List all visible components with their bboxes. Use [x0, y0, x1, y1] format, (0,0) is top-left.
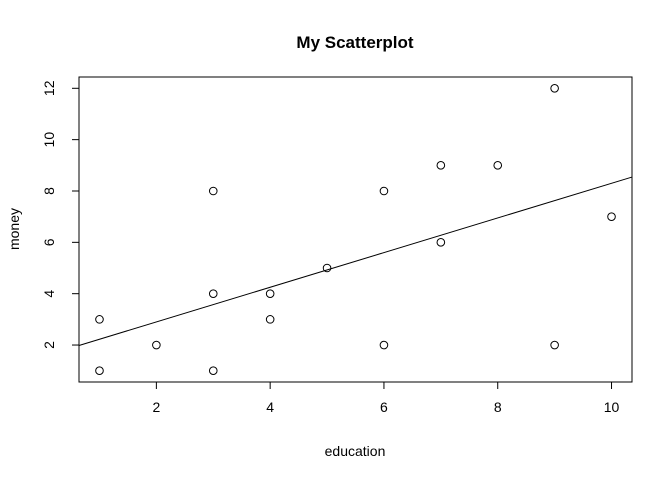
y-axis: 2 4 6 8 10 12 — [41, 80, 80, 349]
data-point — [265, 315, 275, 324]
y-tick-label: 8 — [41, 187, 57, 195]
data-points — [95, 83, 616, 376]
data-point — [550, 83, 559, 93]
y-tick-label: 4 — [41, 290, 57, 298]
y-axis-label: money — [6, 208, 22, 250]
x-tick-label: 8 — [494, 399, 502, 415]
data-point — [208, 289, 218, 298]
x-axis: 2 4 6 8 10 — [152, 381, 620, 415]
data-point — [436, 238, 446, 247]
data-point — [607, 212, 616, 221]
data-point — [322, 263, 332, 273]
y-tick-label: 12 — [41, 80, 57, 96]
x-axis-label: education — [325, 443, 386, 459]
data-point — [152, 340, 161, 350]
x-tick-label: 6 — [380, 399, 388, 415]
x-tick-label: 10 — [604, 399, 620, 415]
y-tick-label: 6 — [41, 238, 57, 246]
data-point — [379, 340, 389, 350]
regression-line — [78, 176, 633, 346]
data-point — [208, 366, 218, 376]
data-point — [436, 161, 446, 170]
data-point — [265, 289, 275, 298]
x-tick-label: 2 — [152, 399, 160, 415]
data-point — [95, 315, 104, 324]
plot-frame — [78, 76, 633, 383]
trendline-layer — [78, 176, 633, 346]
data-point — [493, 161, 503, 170]
data-point — [208, 186, 218, 196]
y-tick-label: 2 — [41, 341, 57, 349]
chart-title: My Scatterplot — [296, 33, 413, 52]
y-tick-label: 10 — [41, 132, 57, 148]
x-tick-label: 4 — [266, 399, 274, 415]
data-point — [550, 340, 559, 350]
data-point — [95, 366, 104, 376]
data-point — [379, 186, 389, 196]
